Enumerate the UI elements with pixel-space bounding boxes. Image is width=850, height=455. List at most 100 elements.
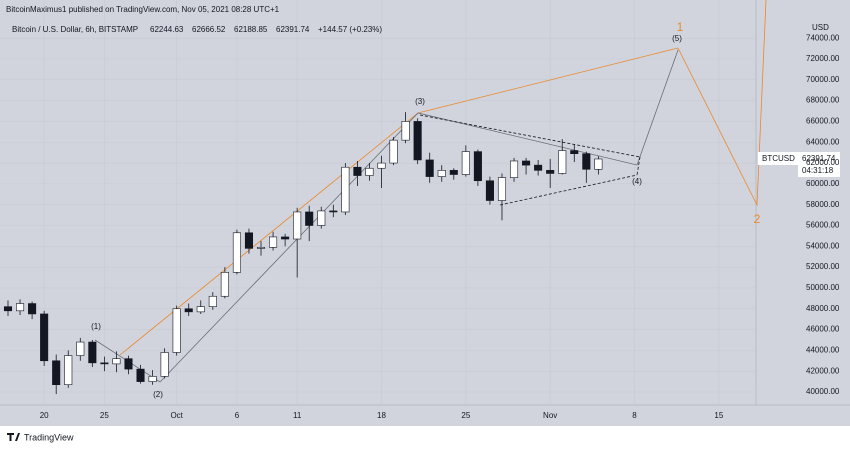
candle-body	[100, 362, 109, 365]
candle-body	[497, 177, 507, 201]
logo: TradingView	[7, 432, 74, 442]
x-tick-label: 15	[714, 411, 723, 420]
candle-body	[437, 170, 446, 177]
candle-body	[281, 236, 290, 240]
candle-body	[52, 360, 61, 386]
last-price: 62391.74	[802, 154, 836, 163]
candle-body	[244, 232, 254, 249]
candle-body	[473, 151, 482, 182]
y-tick-label: 40000.00	[806, 387, 840, 396]
candle-body	[256, 247, 266, 249]
candle-body	[76, 341, 85, 356]
publisher: BitcoinMaximus1 published on TradingView…	[6, 5, 280, 14]
y-tick-label: 64000.00	[806, 137, 840, 146]
wave-label: (1)	[91, 322, 101, 331]
price-tag	[798, 152, 840, 177]
x-tick-label: 11	[293, 411, 302, 420]
candle-body	[196, 306, 205, 313]
y-tick-label: 74000.00	[806, 33, 840, 42]
wave-label: (3)	[415, 97, 425, 106]
candle-body	[365, 167, 374, 176]
candle-body	[232, 232, 241, 273]
candle-body	[522, 160, 531, 166]
y-tick-label: 66000.00	[806, 117, 840, 126]
x-tick-label: Nov	[543, 411, 557, 420]
candle-body	[594, 158, 603, 170]
x-tick-label: 6	[235, 411, 240, 420]
candle-body	[88, 341, 97, 364]
candle-body	[269, 236, 278, 248]
y-tick-label: 70000.00	[806, 75, 840, 84]
y-tick-label: 56000.00	[806, 221, 840, 230]
y-tick-label: 68000.00	[806, 96, 840, 105]
y-tick-label: 54000.00	[806, 241, 840, 250]
y-tick-label: 42000.00	[806, 366, 840, 375]
x-tick-label: 25	[461, 411, 470, 420]
wave-label: (4)	[632, 177, 642, 186]
y-tick-label: 46000.00	[806, 325, 840, 334]
y-tick-label: 52000.00	[806, 262, 840, 271]
open-value: 62244.63	[150, 25, 184, 34]
candle-body	[3, 306, 13, 312]
candle-body	[305, 211, 314, 226]
close-value: 62391.74	[276, 25, 310, 34]
symbol-title: Bitcoin / U.S. Dollar, 6h, BITSTAMP	[12, 25, 138, 34]
candle-body	[172, 308, 181, 353]
candle-body	[377, 162, 386, 169]
candle-body	[461, 151, 470, 175]
candle-body	[413, 121, 422, 161]
candle-body	[208, 295, 217, 307]
triangle-bottom	[499, 174, 638, 206]
candle-body	[317, 210, 326, 226]
x-tick-label: 20	[40, 411, 49, 420]
drawings	[94, 0, 767, 383]
x-tick-label: 25	[100, 411, 109, 420]
alt-wave-label: 1	[677, 20, 684, 34]
footer-brand: TradingView	[24, 432, 74, 442]
chart-background	[0, 0, 850, 426]
candle-body	[136, 368, 145, 382]
x-tick-label: Oct	[170, 411, 183, 420]
candle-body	[40, 313, 49, 362]
candle-body	[148, 376, 157, 382]
candle-body	[401, 121, 410, 141]
x-tick-label: 8	[632, 411, 637, 420]
candle-body	[293, 211, 302, 240]
candle-body	[582, 153, 591, 170]
candle-body	[558, 150, 567, 174]
candle-body	[389, 139, 398, 164]
axis-unit: USD	[812, 23, 829, 32]
candle-body	[341, 166, 350, 213]
candle-body	[184, 308, 193, 313]
symbol-tag	[758, 152, 798, 165]
candle-body	[329, 210, 338, 213]
y-tick-label: 60000.00	[806, 179, 840, 188]
logo-icon	[7, 433, 20, 441]
candle-body	[425, 159, 434, 177]
triangle-apex	[636, 156, 641, 176]
wave-label: (2)	[153, 390, 163, 399]
triangle-top	[419, 114, 641, 158]
candle-body	[449, 170, 458, 175]
wave-label: (5)	[672, 34, 682, 43]
candle-body	[485, 180, 494, 201]
low-value: 62188.85	[234, 25, 268, 34]
y-tick-label: 58000.00	[806, 200, 840, 209]
y-tick-label: 50000.00	[806, 283, 840, 292]
high-value: 62666.52	[192, 25, 226, 34]
candle-body	[546, 170, 555, 174]
orange-wave-line	[677, 0, 767, 207]
candle-body	[112, 358, 121, 365]
candle-body	[570, 150, 579, 154]
countdown: 04:31:18	[802, 166, 834, 175]
candle-body	[509, 160, 519, 178]
grid	[0, 0, 755, 405]
wave-line	[94, 49, 679, 383]
candle-body	[28, 303, 37, 315]
symbol-name: BTCUSD	[762, 154, 795, 163]
candle-body	[16, 303, 25, 312]
candle-body	[534, 164, 543, 171]
candle-body	[160, 352, 169, 377]
